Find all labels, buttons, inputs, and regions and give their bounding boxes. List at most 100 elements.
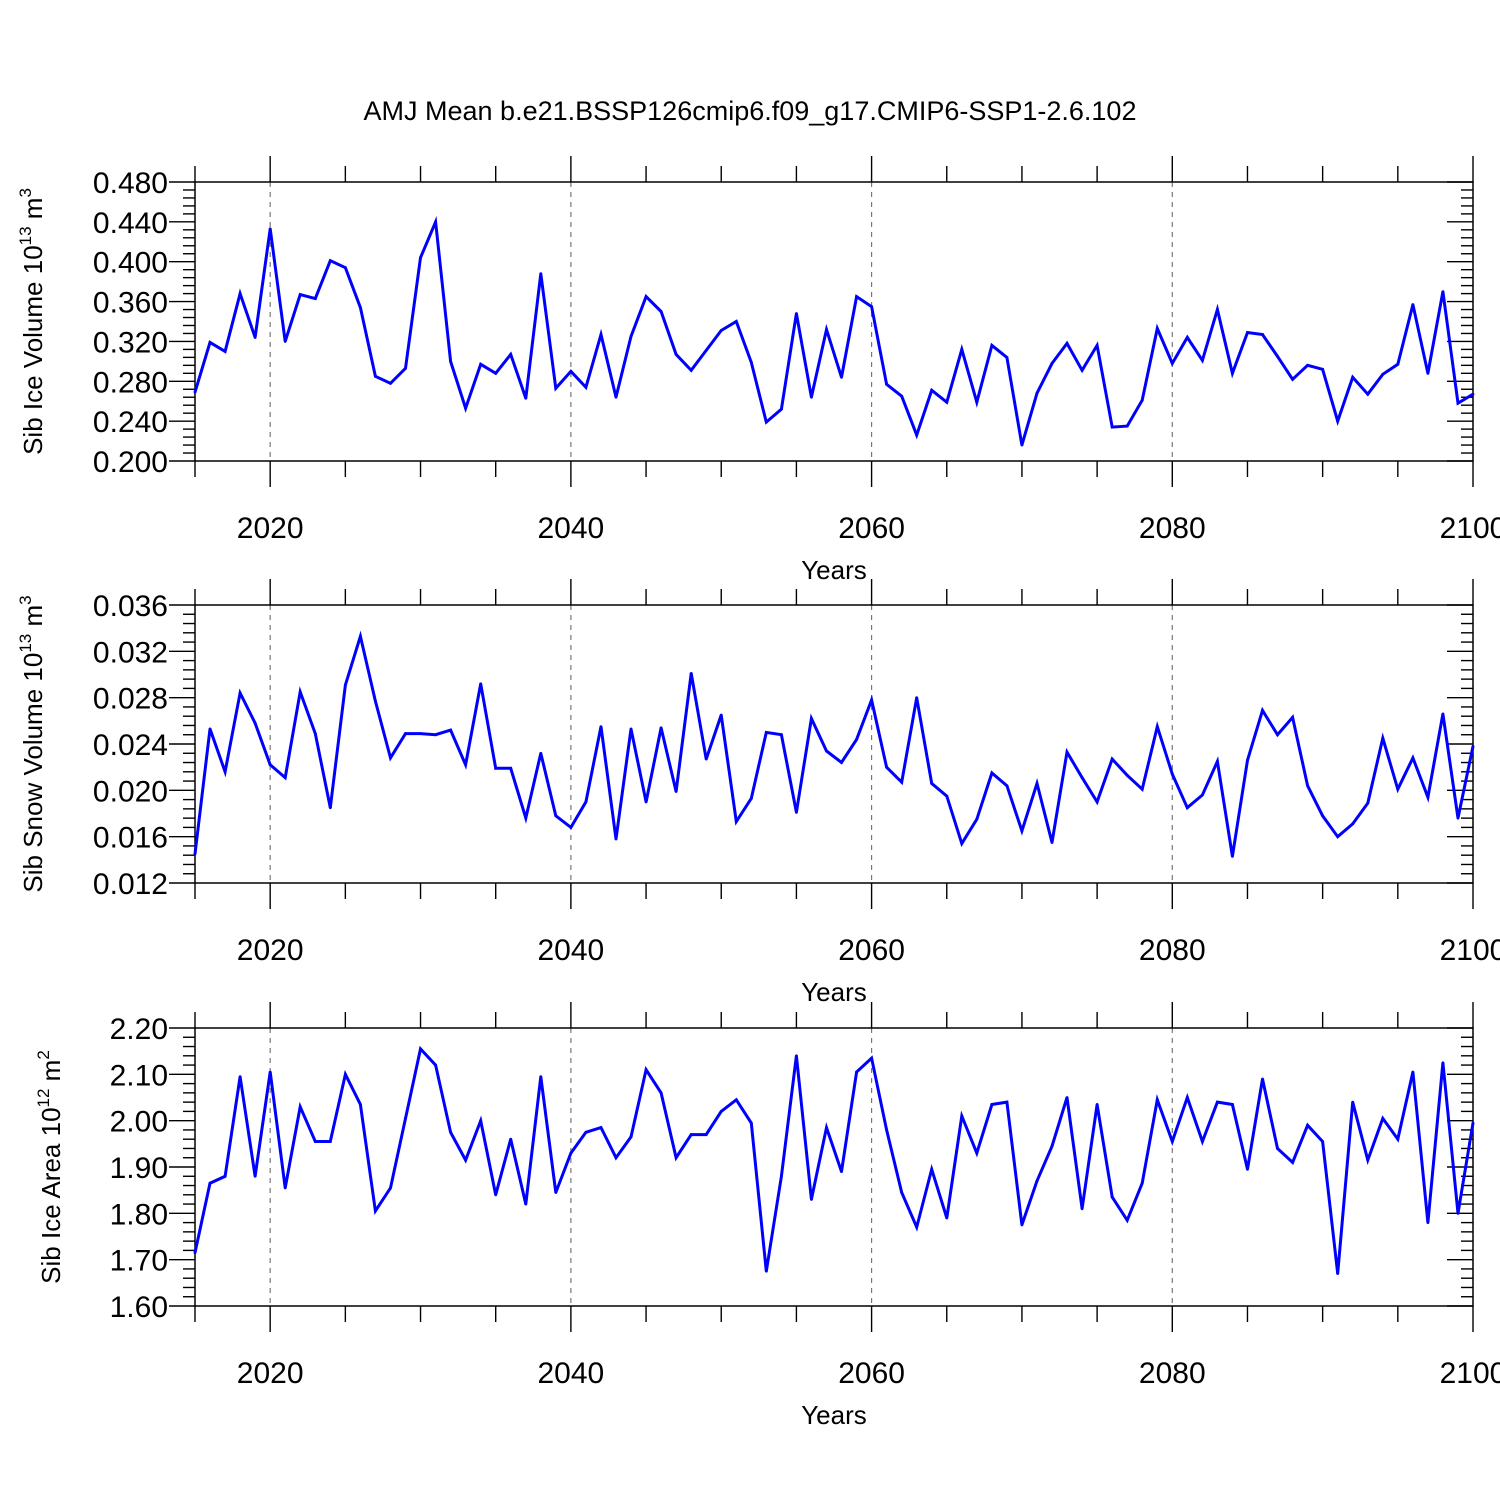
x-tick-label: 2060 (838, 512, 905, 545)
data-point (1441, 290, 1445, 294)
y-tick-label: 0.024 (93, 729, 168, 762)
data-point (975, 1151, 979, 1155)
data-point (1080, 368, 1084, 372)
data-point (734, 820, 738, 824)
data-point (539, 272, 543, 276)
data-point (1471, 1121, 1475, 1125)
data-point (1140, 398, 1144, 402)
data-point (1261, 333, 1264, 336)
data-point (1276, 1147, 1279, 1150)
data-point (1336, 1272, 1340, 1275)
data-point (659, 1091, 663, 1095)
x-tick-label: 2080 (1139, 934, 1206, 967)
data-point (569, 369, 573, 373)
data-point (479, 1119, 483, 1123)
data-point (1095, 800, 1099, 804)
data-point (1426, 371, 1430, 375)
data-point (449, 359, 452, 363)
y-tick-label: 1.60 (110, 1291, 168, 1324)
data-point (464, 406, 468, 410)
y-tick-label: 1.90 (110, 1152, 168, 1185)
data-point (1155, 1098, 1159, 1102)
data-point (1035, 391, 1039, 395)
data-point (223, 770, 227, 774)
data-point (945, 794, 949, 798)
data-point (524, 396, 528, 400)
data-point (704, 348, 708, 352)
data-point (1125, 1218, 1129, 1222)
data-point (1155, 725, 1159, 729)
x-tick-label: 2100 (1440, 1357, 1500, 1390)
data-point (1110, 425, 1114, 429)
data-point (554, 1191, 558, 1194)
data-point (689, 368, 693, 372)
x-tick-label: 2060 (838, 1357, 905, 1390)
data-point (268, 227, 272, 231)
data-point (253, 336, 257, 339)
data-point (734, 1098, 738, 1102)
data-point (1306, 1123, 1310, 1127)
data-point (584, 800, 588, 804)
data-point (584, 1130, 588, 1134)
data-point (1005, 355, 1009, 359)
data-point (1336, 835, 1340, 839)
y-tick-label: 0.360 (93, 287, 168, 320)
data-point (313, 297, 317, 300)
data-point (389, 1186, 392, 1190)
data-point (1321, 814, 1325, 818)
data-point (1306, 363, 1310, 367)
data-point (404, 366, 407, 370)
data-point (1005, 1100, 1009, 1104)
data-point (1185, 1096, 1189, 1099)
data-point (1170, 772, 1174, 776)
y-tick-label: 0.032 (93, 636, 168, 669)
data-point (208, 341, 212, 344)
x-tick-label: 2040 (538, 512, 605, 545)
data-point (614, 395, 618, 399)
data-point (1125, 773, 1129, 777)
data-point (358, 634, 362, 638)
data-point (945, 400, 949, 404)
data-point (479, 362, 483, 366)
data-point (238, 1075, 242, 1079)
x-tick-label: 2060 (838, 934, 905, 967)
data-point (990, 1103, 994, 1106)
data-point (283, 1186, 287, 1190)
data-point (795, 1054, 798, 1058)
data-point (960, 1114, 964, 1118)
data-point (1276, 733, 1279, 737)
data-point (1200, 358, 1204, 362)
data-point (1246, 758, 1249, 762)
data-point (1095, 344, 1099, 347)
data-point (885, 1128, 889, 1132)
y-tick-label: 1.80 (110, 1198, 168, 1231)
data-point (810, 1198, 813, 1201)
x-axis-label: Years (801, 1400, 867, 1430)
data-point (749, 1121, 753, 1125)
data-point (554, 386, 558, 390)
data-point (539, 1075, 543, 1079)
y-tick-label: 0.480 (93, 167, 168, 200)
data-point (719, 1110, 723, 1113)
data-point (1246, 331, 1249, 334)
data-point (464, 763, 468, 767)
x-tick-label: 2040 (538, 934, 605, 967)
data-point (1291, 377, 1294, 381)
data-point (840, 1170, 843, 1174)
data-point (434, 1063, 437, 1067)
y-tick-label: 0.280 (93, 366, 168, 399)
data-point (1050, 841, 1054, 844)
chart-panel-1: 0.200 0.240 0.280 0.320 0.360 0.400 0.440 0.480… (16, 156, 1500, 585)
data-point (419, 1047, 422, 1051)
y-tick-label: 1.70 (110, 1245, 168, 1278)
data-point (494, 766, 498, 770)
y-tick-label: 0.440 (93, 207, 168, 240)
data-point (689, 1133, 693, 1136)
chart-panel-3: 1.60 1.70 1.80 1.90 2.00 2.10 2.20 2020 2040 2060… (34, 1002, 1500, 1430)
data-point (509, 352, 513, 356)
data-point (749, 797, 753, 800)
data-point (1185, 336, 1189, 339)
data-point (1216, 308, 1219, 311)
data-point (358, 306, 362, 309)
data-point (810, 395, 813, 399)
